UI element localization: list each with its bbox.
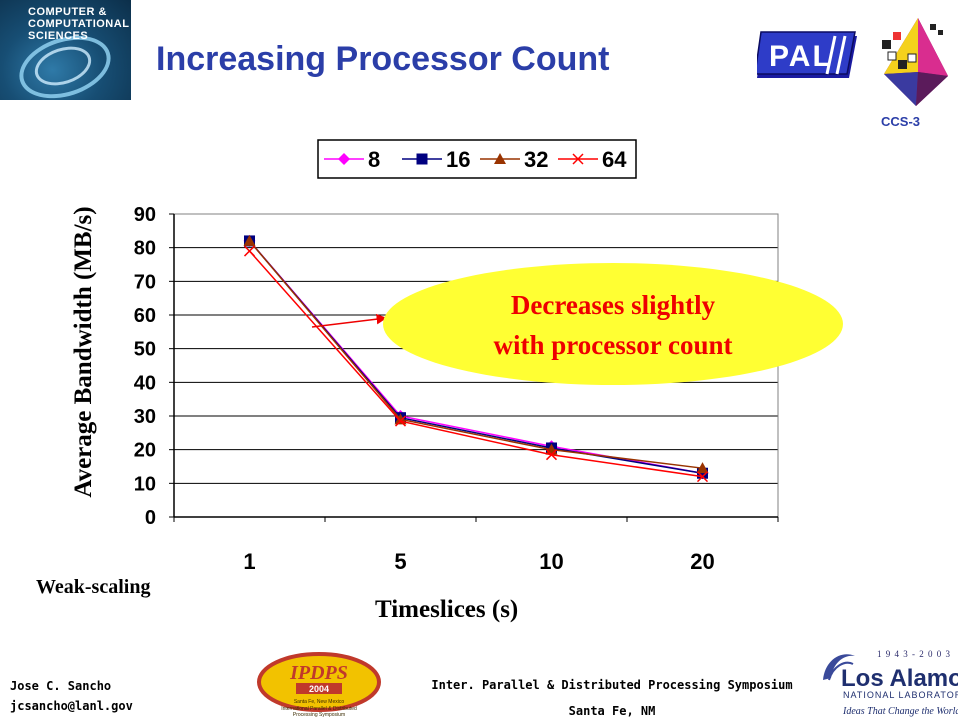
y-tick-label: 0 bbox=[145, 507, 156, 529]
group-label: CCS-3 bbox=[881, 114, 921, 129]
x-axis-label: Timeslices (s) bbox=[375, 596, 519, 623]
y-tick-label: 50 bbox=[134, 339, 156, 361]
legend-label: 8 bbox=[368, 147, 380, 172]
y-tick-label: 80 bbox=[134, 238, 156, 260]
data-point bbox=[696, 462, 709, 474]
legend-item: 32 bbox=[480, 147, 548, 172]
x-tick-label: 10 bbox=[539, 549, 563, 574]
conference-name: Inter. Parallel & Distributed Processing… bbox=[431, 678, 793, 692]
lanl-logo-years: 1 9 4 3 - 2 0 0 3 bbox=[877, 649, 951, 659]
ipdps-logo-year: 2004 bbox=[309, 684, 329, 694]
ccs-logo-line-2: COMPUTATIONAL bbox=[28, 18, 130, 30]
weak-scaling-label: Weak-scaling bbox=[36, 576, 151, 598]
data-point bbox=[394, 415, 407, 427]
ipdps-logo-line1: Santa Fe, New Mexico bbox=[294, 699, 345, 705]
legend-item: 16 bbox=[402, 147, 470, 172]
legend-label: 16 bbox=[446, 147, 470, 172]
ccs3-cube-logo bbox=[882, 18, 948, 106]
legend-marker bbox=[494, 153, 506, 164]
legend-label: 32 bbox=[524, 147, 548, 172]
x-tick-label: 1 bbox=[243, 549, 255, 574]
data-point bbox=[545, 449, 558, 461]
legend-item: 8 bbox=[324, 147, 380, 172]
chart-annotation: Decreases slightly with processor count bbox=[311, 263, 843, 385]
legend-item: 64 bbox=[558, 147, 627, 172]
author-email: jcsancho@lanl.gov bbox=[10, 699, 133, 713]
legend-marker bbox=[338, 153, 350, 165]
series-line bbox=[248, 250, 703, 478]
ipdps-logo-title: IPDPS bbox=[289, 662, 348, 684]
ccs-logo-line-1: COMPUTER & bbox=[28, 6, 107, 18]
y-tick-label: 40 bbox=[134, 372, 156, 394]
slide-title: Increasing Processor Count bbox=[156, 40, 610, 78]
y-axis: 0 10 20 30 40 50 60 70 80 90 bbox=[134, 204, 175, 529]
annotation-bubble bbox=[383, 263, 843, 385]
ipdps-logo: IPDPS 2004 Santa Fe, New Mexico Internat… bbox=[257, 652, 381, 718]
x-axis: 1 5 10 20 bbox=[173, 516, 779, 574]
ipdps-logo-line3: Processing Symposium bbox=[293, 712, 345, 718]
y-tick-label: 30 bbox=[134, 406, 156, 428]
author-block: Jose C. Sancho jcsancho@lanl.gov bbox=[10, 676, 133, 716]
ipdps-logo-line2: International Parallel & Distributed bbox=[281, 706, 357, 712]
y-tick-label: 10 bbox=[134, 473, 156, 495]
chart-legend: 8 16 32 64 bbox=[317, 139, 637, 179]
pal-logo-text: PAL bbox=[769, 40, 833, 73]
y-tick-label: 70 bbox=[134, 271, 156, 293]
chart-series bbox=[243, 234, 709, 483]
conference-location: Santa Fe, NM bbox=[568, 704, 656, 718]
chart-gridlines bbox=[174, 213, 778, 484]
data-point bbox=[243, 245, 256, 257]
lanl-logo-sub: NATIONAL LABORATORY bbox=[843, 690, 958, 700]
legend-marker bbox=[572, 153, 584, 165]
lanl-logo-name: Los Alamos bbox=[841, 665, 958, 692]
x-tick-label: 20 bbox=[690, 549, 714, 574]
conference-block: Inter. Parallel & Distributed Processing… bbox=[412, 672, 812, 724]
series-line bbox=[248, 240, 703, 469]
series-64 bbox=[243, 245, 709, 483]
data-point bbox=[243, 234, 256, 246]
annotation-line-1: Decreases slightly bbox=[511, 290, 716, 320]
legend-label: 64 bbox=[602, 147, 627, 172]
data-point bbox=[697, 467, 708, 479]
y-tick-label: 20 bbox=[134, 440, 156, 462]
lanl-logo-tagline: Ideas That Change the World bbox=[842, 706, 958, 717]
data-point bbox=[696, 471, 709, 483]
ccs-logo-line-3: SCIENCES bbox=[28, 30, 89, 42]
ccs-logo: COMPUTER & COMPUTATIONAL SCIENCES bbox=[0, 0, 131, 110]
author-name: Jose C. Sancho bbox=[10, 679, 112, 693]
x-tick-label: 5 bbox=[394, 549, 406, 574]
lanl-logo: 1 9 4 3 - 2 0 0 3 Los Alamos NATIONAL LA… bbox=[823, 649, 958, 717]
annotation-arrow bbox=[311, 313, 388, 328]
legend-marker bbox=[416, 153, 428, 165]
pal-logo: PAL bbox=[757, 31, 857, 78]
y-tick-label: 90 bbox=[134, 204, 156, 226]
y-tick-label: 60 bbox=[134, 305, 156, 327]
y-axis-label: Average Bandwidth (MB/s) bbox=[70, 206, 97, 498]
annotation-line-2: with processor count bbox=[493, 330, 732, 360]
